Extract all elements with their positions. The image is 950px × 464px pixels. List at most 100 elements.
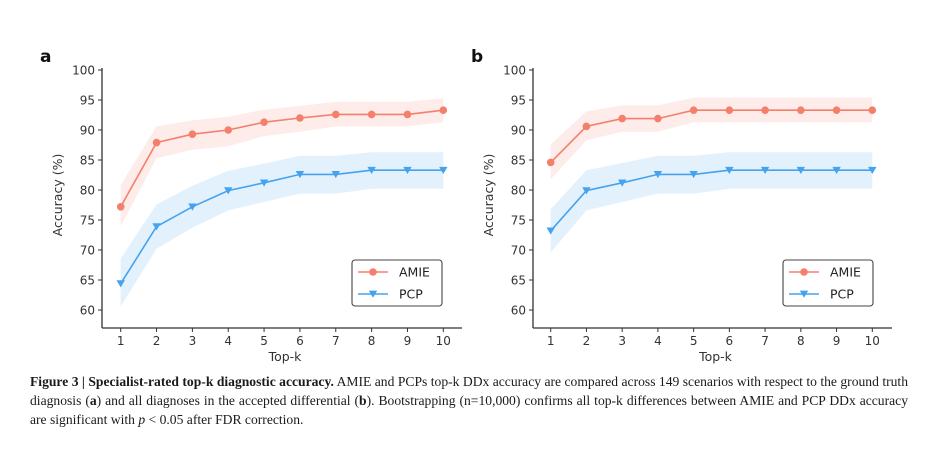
x-tick-label: 3 bbox=[189, 334, 197, 348]
caption-p-symbol: p bbox=[138, 412, 146, 427]
y-tick-label: 75 bbox=[80, 213, 95, 227]
x-tick-label: 2 bbox=[583, 334, 591, 348]
data-point-amie bbox=[832, 106, 841, 114]
legend: AMIE PCP bbox=[782, 259, 874, 307]
data-point-amie bbox=[260, 118, 268, 126]
y-tick-label: 90 bbox=[80, 123, 95, 137]
y-tick-label: 80 bbox=[80, 183, 95, 197]
y-tick-label: 95 bbox=[80, 93, 95, 107]
data-point-amie bbox=[331, 110, 340, 119]
data-point-amie bbox=[761, 106, 769, 114]
data-point-pcp bbox=[116, 280, 125, 288]
caption-ref-b: b bbox=[359, 393, 367, 408]
x-tick-label: 6 bbox=[296, 334, 304, 348]
legend-label-amie: AMIE bbox=[830, 265, 861, 280]
caption-text: AMIE and PCPs top-k DDx accuracy are com… bbox=[30, 374, 908, 408]
x-tick-label: 5 bbox=[690, 334, 698, 348]
caption-text: ) and all diagnoses in the accepted diff… bbox=[96, 393, 360, 408]
y-tick-label: 80 bbox=[511, 183, 526, 197]
legend-marker-pcp bbox=[799, 290, 809, 298]
y-tick-label: 85 bbox=[511, 153, 526, 167]
y-axis-label: Accuracy (%) bbox=[50, 154, 65, 237]
y-tick-label: 60 bbox=[511, 303, 526, 317]
x-tick-label: 8 bbox=[368, 334, 376, 348]
data-point-pcp bbox=[331, 171, 340, 179]
data-point-amie bbox=[868, 106, 877, 114]
data-point-pcp bbox=[868, 166, 877, 174]
data-point-amie bbox=[654, 114, 662, 123]
legend-label-pcp: PCP bbox=[830, 287, 854, 302]
legend-marker-amie bbox=[369, 268, 377, 276]
caption-text: < 0.05 after FDR correction. bbox=[145, 412, 304, 427]
y-tick-label: 75 bbox=[511, 213, 526, 227]
y-tick-label: 100 bbox=[503, 63, 526, 77]
data-point-pcp bbox=[367, 166, 376, 174]
x-tick-label: 9 bbox=[404, 334, 412, 348]
data-point-pcp bbox=[439, 166, 448, 174]
x-tick-label: 9 bbox=[833, 334, 841, 348]
data-point-pcp bbox=[152, 223, 161, 231]
data-point-pcp bbox=[689, 171, 698, 179]
data-point-amie bbox=[116, 203, 125, 211]
x-tick-label: 7 bbox=[332, 334, 340, 348]
x-tick-label: 8 bbox=[797, 334, 805, 348]
legend-marker-amie bbox=[800, 268, 808, 276]
x-tick-label: 4 bbox=[654, 334, 662, 348]
data-point-pcp bbox=[617, 179, 627, 187]
caption-title: Figure 3 | Specialist-rated top-k diagno… bbox=[30, 374, 334, 389]
y-tick-label: 65 bbox=[80, 273, 95, 287]
data-point-pcp bbox=[582, 187, 591, 195]
y-tick-label: 85 bbox=[80, 153, 95, 167]
y-tick-label: 70 bbox=[80, 243, 95, 257]
data-point-amie bbox=[582, 122, 591, 131]
data-point-pcp bbox=[224, 187, 233, 195]
data-point-pcp bbox=[760, 166, 770, 174]
y-tick-label: 65 bbox=[511, 273, 526, 287]
x-axis-label: Top-k bbox=[698, 349, 733, 364]
data-point-pcp bbox=[188, 203, 197, 211]
y-axis-label: Accuracy (%) bbox=[481, 154, 496, 237]
series-line-pcp bbox=[550, 169, 873, 232]
x-tick-label: 5 bbox=[260, 334, 268, 348]
data-point-pcp bbox=[295, 171, 305, 179]
data-point-amie bbox=[618, 114, 626, 123]
data-point-pcp bbox=[259, 179, 269, 187]
panel-label: b bbox=[471, 47, 483, 67]
panel-label: a bbox=[40, 47, 51, 67]
confidence-band-pcp bbox=[120, 152, 444, 307]
x-tick-label: 2 bbox=[153, 334, 161, 348]
caption-text: ). Bootstrapping (n=10,000) confirms all… bbox=[30, 393, 908, 427]
confidence-band-amie bbox=[120, 98, 444, 226]
series-line-pcp bbox=[120, 169, 444, 285]
data-point-amie bbox=[439, 106, 448, 114]
x-tick-label: 3 bbox=[618, 334, 626, 348]
x-tick-label: 10 bbox=[865, 334, 880, 348]
panel-a: a 60 65 70 75 80 85 90 95 100 1 2 3 4 5 6 7 8 9 10 Top-k Accu… bbox=[40, 47, 462, 364]
x-tick-label: 6 bbox=[726, 334, 734, 348]
data-point-amie bbox=[188, 130, 197, 138]
data-point-amie bbox=[546, 158, 555, 167]
x-tick-label: 10 bbox=[436, 334, 451, 348]
data-point-amie bbox=[367, 110, 376, 119]
x-tick-label: 7 bbox=[761, 334, 769, 348]
series-line-amie bbox=[120, 109, 444, 208]
data-point-amie bbox=[403, 110, 412, 119]
series-line-amie bbox=[550, 109, 873, 163]
figure-caption: Figure 3 | Specialist-rated top-k diagno… bbox=[30, 372, 908, 429]
data-point-pcp bbox=[546, 227, 555, 235]
data-point-amie bbox=[152, 138, 161, 147]
data-point-amie bbox=[725, 106, 734, 114]
data-point-pcp bbox=[653, 171, 663, 179]
x-tick-label: 1 bbox=[117, 334, 125, 348]
x-tick-label: 4 bbox=[224, 334, 232, 348]
x-tick-label: 1 bbox=[547, 334, 555, 348]
data-point-amie bbox=[689, 106, 698, 114]
data-point-amie bbox=[296, 114, 304, 122]
data-point-pcp bbox=[403, 166, 412, 174]
legend: AMIE PCP bbox=[351, 259, 443, 307]
confidence-band-pcp bbox=[550, 152, 873, 253]
caption-ref-a: a bbox=[89, 393, 97, 408]
y-tick-label: 90 bbox=[511, 123, 526, 137]
data-point-amie bbox=[797, 106, 805, 114]
